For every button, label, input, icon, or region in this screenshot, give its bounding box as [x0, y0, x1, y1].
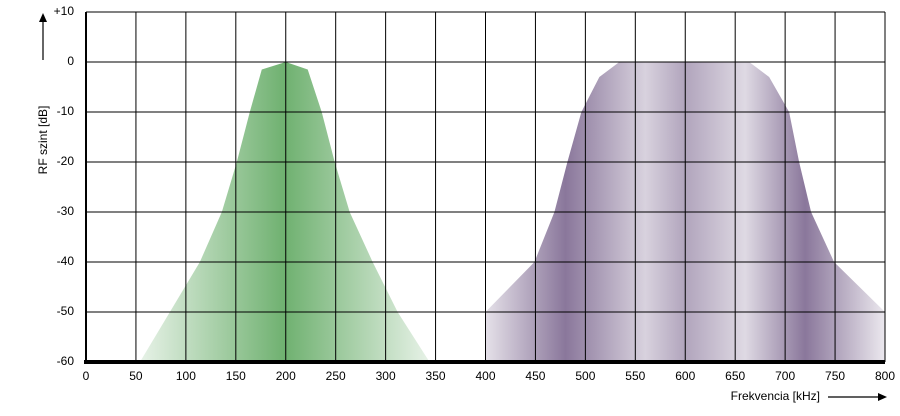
y-tick-label: -40 — [57, 254, 75, 268]
x-tick-label: 650 — [725, 369, 745, 383]
x-axis-label: Frekvencia [kHz] — [731, 389, 820, 403]
x-tick-label: 50 — [129, 369, 143, 383]
x-tick-label: 350 — [426, 369, 446, 383]
x-tick-label: 250 — [326, 369, 346, 383]
y-axis-label: RF szint [dB] — [36, 106, 50, 175]
x-tick-label: 400 — [475, 369, 495, 383]
x-tick-label: 450 — [525, 369, 545, 383]
y-tick-label: -30 — [57, 204, 75, 218]
x-tick-label: 800 — [875, 369, 895, 383]
y-tick-label: 0 — [67, 54, 74, 68]
y-tick-label: +10 — [54, 4, 75, 18]
y-tick-label: -60 — [57, 354, 75, 368]
y-tick-label: -50 — [57, 304, 75, 318]
x-tick-label: 750 — [825, 369, 845, 383]
y-tick-label: -20 — [57, 154, 75, 168]
x-arrow-head — [878, 393, 887, 401]
x-tick-label: 200 — [276, 369, 296, 383]
x-tick-label: 100 — [176, 369, 196, 383]
x-tick-label: 500 — [575, 369, 595, 383]
y-tick-label: -10 — [57, 104, 75, 118]
x-tick-label: 0 — [83, 369, 90, 383]
x-tick-label: 700 — [775, 369, 795, 383]
x-tick-label: 300 — [376, 369, 396, 383]
y-arrow-head — [39, 13, 47, 22]
x-tick-label: 600 — [675, 369, 695, 383]
x-tick-label: 150 — [226, 369, 246, 383]
x-tick-label: 550 — [625, 369, 645, 383]
